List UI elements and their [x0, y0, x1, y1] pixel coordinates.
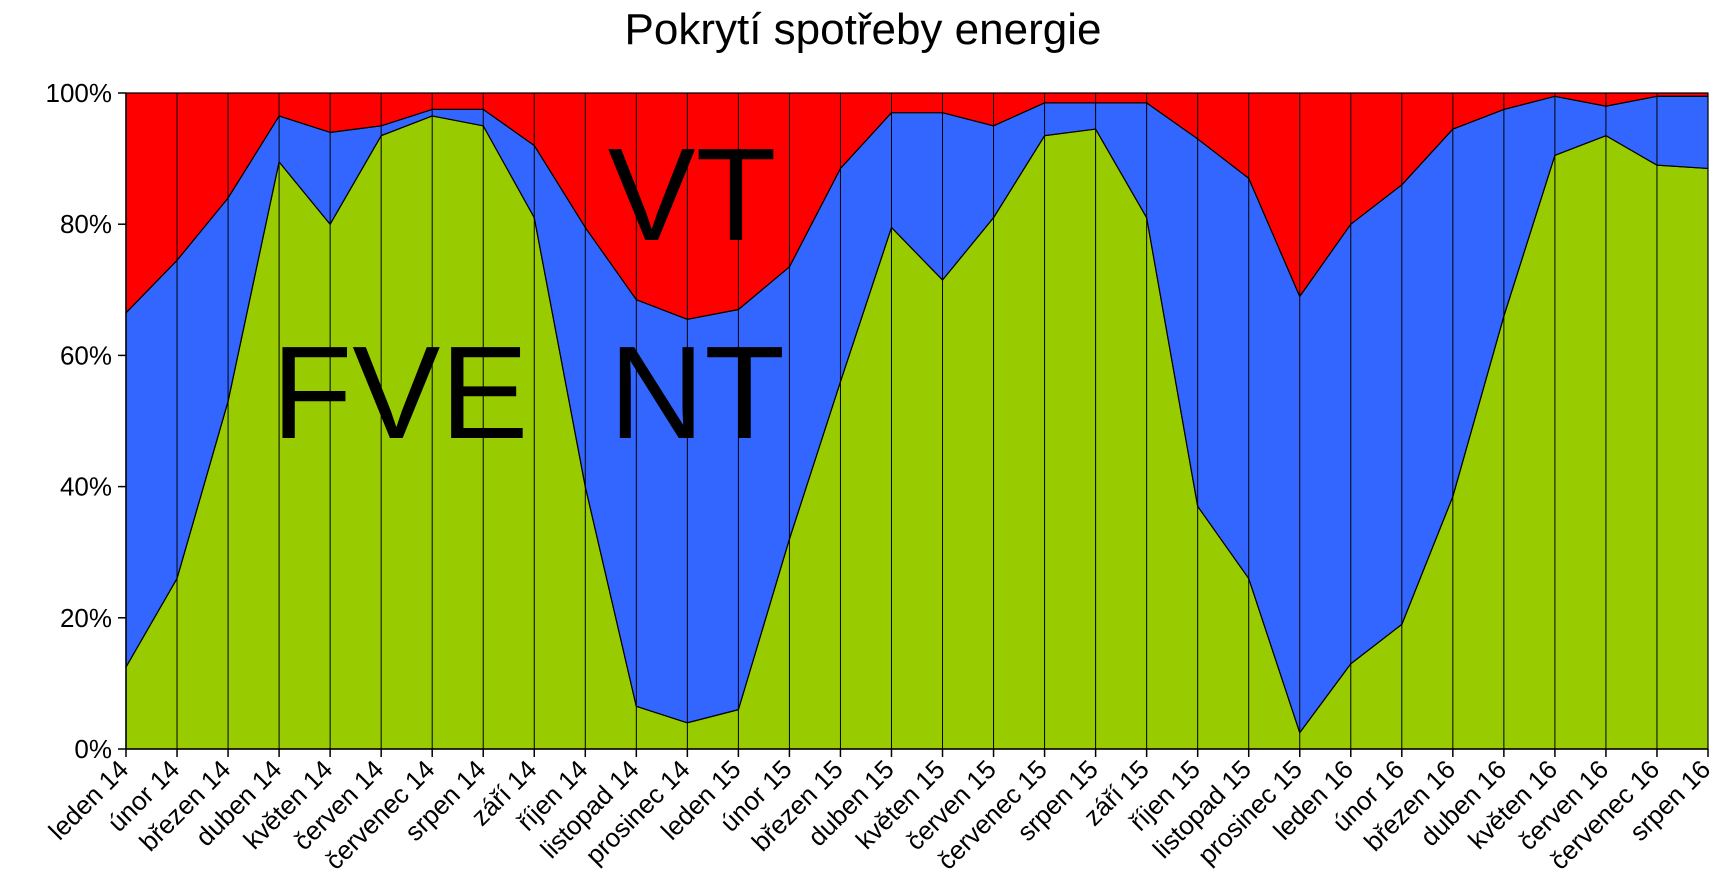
y-tick-label: 20%	[60, 603, 112, 633]
y-tick-label: 60%	[60, 340, 112, 370]
category-gridlines	[176, 93, 1658, 749]
annotation-nt: NT	[609, 319, 785, 466]
y-tick-label: 80%	[60, 209, 112, 239]
annotation-vt: VT	[608, 121, 777, 268]
annotation-fve: FVE	[272, 319, 529, 466]
axes	[125, 93, 1709, 750]
y-tick-label: 40%	[60, 472, 112, 502]
y-axis-ticks: 0% 20% 40% 60% 80% 100%	[46, 78, 126, 764]
y-tick-label: 100%	[46, 78, 113, 108]
chart-title: Pokrytí spotřeby energie	[625, 5, 1102, 54]
y-tick-label: 0%	[74, 734, 112, 764]
